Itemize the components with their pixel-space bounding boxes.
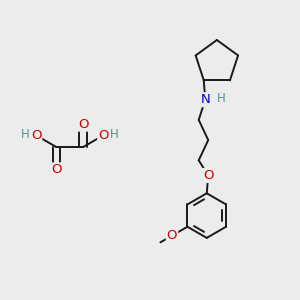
Text: H: H bbox=[217, 92, 226, 105]
Text: H: H bbox=[21, 128, 30, 142]
Text: O: O bbox=[31, 129, 41, 142]
Text: O: O bbox=[203, 169, 214, 182]
Text: O: O bbox=[51, 164, 62, 176]
Text: O: O bbox=[98, 129, 109, 142]
Text: H: H bbox=[110, 128, 118, 142]
Text: N: N bbox=[200, 93, 210, 106]
Text: O: O bbox=[167, 229, 177, 242]
Text: O: O bbox=[78, 118, 88, 130]
